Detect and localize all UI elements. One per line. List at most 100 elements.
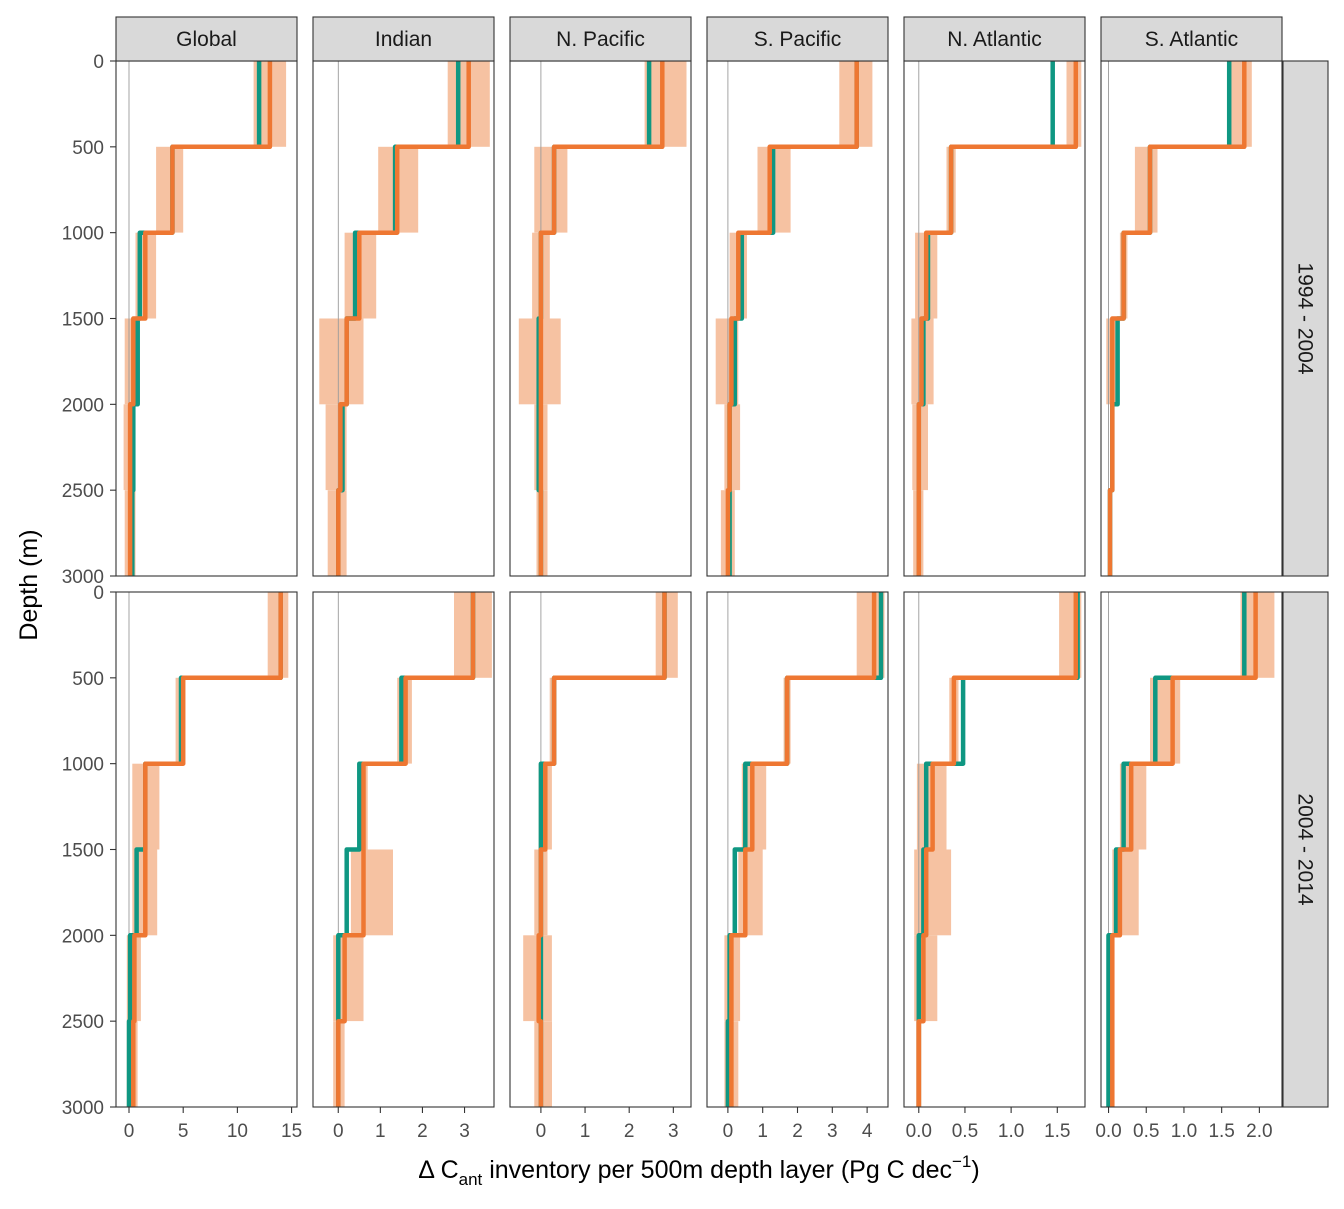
series-b-line-n-pacific-2 — [536, 592, 667, 1107]
series-a-line-n-atlantic-1 — [916, 61, 1055, 576]
series-a-line-indian-2 — [336, 592, 476, 1107]
series-b-line-n-atlantic-1 — [916, 61, 1079, 576]
x-axis-title-paren-open: ( — [841, 1156, 850, 1184]
x-axis-title-unit: Pg C dec — [849, 1156, 952, 1184]
y-tick-label-row-1-4: 1500 — [62, 310, 104, 331]
uncertainty-band-n-atlantic-2-layer-4 — [914, 849, 952, 936]
y-tick-label-row-1-7: 3000 — [62, 567, 104, 588]
x-tick-label-column-4-3: 2 — [792, 1121, 803, 1142]
facet-strip-column-4 — [706, 16, 889, 62]
series-b-line-n-atlantic-2 — [916, 592, 1079, 1107]
panel-frame-s-atlantic-1 — [1100, 60, 1283, 577]
zero-reference-lines — [128, 61, 1109, 1107]
x-tick-label-column-3-4: 3 — [668, 1121, 679, 1142]
y-tick-label-row-1-5: 2000 — [62, 395, 104, 416]
panel-frame-n-pacific-2 — [509, 591, 692, 1108]
y-tick-label-row-2-1: 0 — [93, 583, 104, 604]
facet-strip-label-row-2: 2004 - 2014 — [1294, 793, 1317, 905]
x-tick-label-column-4-5: 4 — [862, 1121, 873, 1142]
uncertainty-band-indian-1-layer-4 — [319, 318, 364, 405]
x-tick-label-column-2-2: 1 — [375, 1121, 386, 1142]
x-tick-label-column-1-4: 15 — [281, 1121, 302, 1142]
series-b-line-global-1 — [127, 61, 273, 576]
x-tick-label-column-5-4: 1.5 — [1044, 1121, 1070, 1142]
facet-strip-column-2 — [312, 16, 495, 62]
x-axis-title-subscript: ant — [459, 1170, 483, 1189]
x-axis-title-paren-close: ) — [971, 1156, 979, 1184]
facet-strip-label-column-2: Indian — [375, 28, 432, 51]
facet-strip-label-column-5: N. Atlantic — [947, 28, 1042, 51]
uncertainty-band-global-1-layer-2 — [156, 146, 184, 233]
facet-strip-column-1 — [115, 16, 298, 62]
series-b-line-n-pacific-1 — [538, 61, 665, 576]
facet-strips: Global Indian N. Pacific S. Pacific N. Atlan… — [115, 16, 1329, 1108]
series-a-line-s-atlantic-1 — [1107, 61, 1232, 576]
x-tick-label-column-6-4: 1.5 — [1208, 1121, 1234, 1142]
x-tick-label-column-5-3: 1.0 — [998, 1121, 1024, 1142]
y-tick-label-row-2-3: 1000 — [62, 755, 104, 776]
facet-strip-column-5 — [903, 16, 1086, 62]
x-tick-label-column-1-2: 5 — [178, 1121, 189, 1142]
facet-strip-label-column-1: Global — [176, 28, 237, 51]
y-tick-label-row-2-7: 3000 — [62, 1098, 104, 1119]
x-tick-label-column-3-1: 0 — [536, 1121, 547, 1142]
y-tick-label-row-2-4: 1500 — [62, 841, 104, 862]
series-b-line-global-2 — [131, 592, 283, 1107]
x-tick-label-column-6-2: 0.5 — [1133, 1121, 1159, 1142]
facet-strip-label-row-1: 1994 - 2004 — [1294, 262, 1317, 374]
uncertainty-band-global-2-layer-1 — [267, 592, 289, 678]
facet-strip-row-1 — [1282, 60, 1329, 577]
uncertainty-band-s-pacific-2-layer-4 — [738, 849, 763, 936]
facet-strip-column-3 — [509, 16, 692, 62]
x-tick-label-column-2-3: 2 — [417, 1121, 428, 1142]
facet-strip-row-2 — [1282, 591, 1329, 1108]
y-tick-label-row-2-6: 2500 — [62, 1012, 104, 1033]
y-tick-label-row-1-3: 1000 — [62, 224, 104, 245]
y-tick-label-row-1-2: 500 — [72, 138, 104, 159]
series-b-line-indian-1 — [336, 61, 471, 576]
x-tick-label-column-2-1: 0 — [333, 1121, 344, 1142]
x-axis-title: Δ Cant inventory per 500m depth layer (P… — [418, 1152, 979, 1189]
series-a-line-n-pacific-2 — [538, 592, 667, 1107]
x-tick-label-column-3-3: 2 — [624, 1121, 635, 1142]
panel-frame-n-atlantic-2 — [903, 591, 1086, 1108]
series-b-line-s-pacific-2 — [729, 592, 877, 1107]
series-b-line-s-atlantic-1 — [1107, 61, 1247, 576]
x-tick-label-column-5-1: 0.0 — [906, 1121, 932, 1142]
x-tick-label-column-3-2: 1 — [580, 1121, 591, 1142]
series-a-line-s-pacific-1 — [727, 61, 859, 576]
x-tick-label-column-2-4: 3 — [459, 1121, 470, 1142]
x-tick-label-column-1-3: 10 — [227, 1121, 248, 1142]
series-b-line-s-pacific-1 — [725, 61, 859, 576]
y-tick-label-row-2-2: 500 — [72, 669, 104, 690]
x-tick-label-column-1-1: 0 — [124, 1121, 135, 1142]
uncertainty-band-n-pacific-1-layer-2 — [534, 146, 568, 233]
facet-strip-label-column-4: S. Pacific — [754, 28, 842, 51]
data-series-lines — [126, 61, 1258, 1107]
facet-strip-label-column-6: S. Atlantic — [1145, 28, 1238, 51]
uncertainty-band-indian-2-layer-4 — [350, 849, 393, 936]
uncertainty-band-s-atlantic-1-layer-1 — [1230, 61, 1252, 147]
y-tick-label-row-1-1: 0 — [93, 52, 104, 73]
panel-frame-s-atlantic-2 — [1100, 591, 1283, 1108]
x-tick-label-column-5-2: 0.5 — [952, 1121, 978, 1142]
x-axis-title-delta: Δ C — [418, 1156, 458, 1184]
uncertainty-bands — [123, 61, 1275, 1107]
y-tick-label-row-2-5: 2000 — [62, 926, 104, 947]
facet-strip-column-6 — [1100, 16, 1283, 62]
facet-strip-label-column-3: N. Pacific — [556, 28, 645, 51]
x-tick-label-column-6-1: 0.0 — [1095, 1121, 1121, 1142]
x-tick-label-column-6-5: 2.0 — [1246, 1121, 1272, 1142]
x-tick-label-column-6-3: 1.0 — [1171, 1121, 1197, 1142]
x-tick-label-column-4-1: 0 — [723, 1121, 734, 1142]
x-tick-label-column-4-2: 1 — [757, 1121, 768, 1142]
uncertainty-band-s-atlantic-1-layer-2 — [1134, 146, 1158, 233]
series-b-line-s-atlantic-2 — [1110, 592, 1258, 1107]
uncertainty-band-n-pacific-1-layer-1 — [644, 61, 687, 147]
axes: 0500100015002000250030000500100015002000… — [62, 52, 1273, 1142]
x-axis-title-middle: inventory per 500m depth layer — [482, 1156, 841, 1184]
series-b-line-indian-2 — [336, 592, 476, 1107]
y-tick-label-row-1-6: 2500 — [62, 481, 104, 502]
x-tick-label-column-4-4: 3 — [827, 1121, 838, 1142]
